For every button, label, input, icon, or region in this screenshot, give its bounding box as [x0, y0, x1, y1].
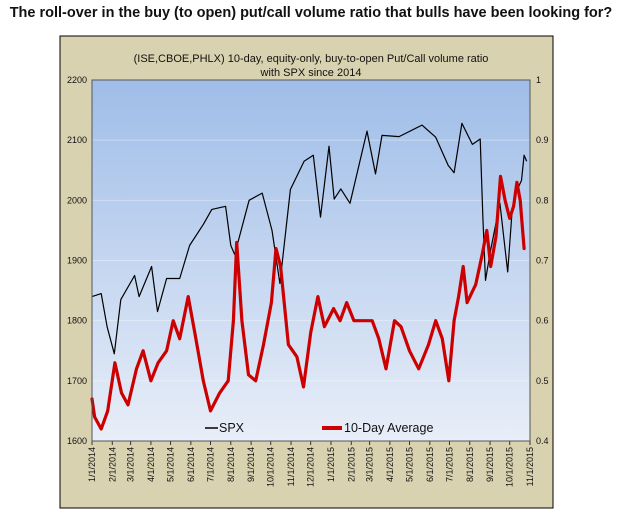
x-axis-tick-label: 7/1/2014 — [206, 447, 216, 482]
x-axis-tick-label: 10/1/2014 — [266, 447, 276, 487]
left-axis-tick-label: 1600 — [67, 436, 87, 446]
left-axis-tick-label: 2000 — [67, 195, 87, 205]
x-axis-tick-label: 10/1/2015 — [505, 447, 515, 487]
x-axis-ticks: 1/1/2014 2/1/2014 3/1/2014 4/1/2014 5/1/2014… — [87, 441, 535, 487]
ratio-series-line — [90, 174, 526, 431]
right-axis-tick-label: 0.6 — [536, 316, 549, 326]
x-axis-tick-label: 1/1/2014 — [87, 447, 97, 482]
x-axis-tick-label: 11/1/2015 — [525, 447, 535, 486]
x-axis-tick-label: 11/1/2014 — [286, 447, 296, 486]
chart-title: (ISE,CBOE,PHLX) 10-day, equity-only, buy… — [134, 53, 489, 65]
right-axis-tick-label: 0.8 — [536, 195, 549, 205]
page-headline: The roll-over in the buy (to open) put/c… — [9, 5, 613, 21]
chart-subtitle: with SPX since 2014 — [260, 67, 362, 79]
x-axis-tick-label: 8/1/2015 — [465, 447, 475, 482]
legend-spx-label: SPX — [219, 421, 245, 435]
left-axis-tick-label: 1700 — [67, 376, 87, 386]
series-layer — [90, 79, 531, 442]
x-axis-tick-label: 2/1/2014 — [107, 447, 117, 482]
x-axis-tick-label: 7/1/2015 — [444, 447, 454, 482]
left-axis-tick-label: 1800 — [67, 316, 87, 326]
x-axis-tick-label: 4/1/2015 — [385, 447, 395, 482]
right-axis-tick-label: 0.5 — [536, 376, 549, 386]
x-axis-tick-label: 6/1/2014 — [186, 447, 196, 482]
plot-border — [91, 79, 531, 442]
right-axis-ticks: 0.4 0.5 0.6 0.7 0.8 0.9 1 — [536, 75, 549, 446]
right-axis-tick-label: 0.9 — [536, 135, 549, 145]
x-axis-tick-label: 9/1/2015 — [485, 447, 495, 482]
x-axis-tick-label: 4/1/2014 — [146, 447, 156, 482]
right-axis-tick-label: 0.7 — [536, 256, 549, 266]
legend: SPX 10-Day Average — [205, 421, 433, 435]
x-axis-tick-label: 2/1/2015 — [346, 447, 356, 482]
x-axis-tick-label: 3/1/2015 — [365, 447, 375, 482]
left-axis-tick-label: 1900 — [67, 256, 87, 266]
x-axis-tick-label: 5/1/2015 — [405, 447, 415, 482]
left-axis-ticks: 1600 1700 1800 1900 2000 2100 2200 — [67, 75, 87, 446]
x-axis-tick-label: 3/1/2014 — [126, 447, 136, 482]
right-axis-tick-label: 1 — [536, 75, 541, 85]
left-axis-tick-label: 2200 — [67, 75, 87, 85]
x-axis-tick-label: 12/1/2014 — [306, 447, 316, 487]
x-axis-tick-label: 5/1/2014 — [166, 447, 176, 482]
left-axis-tick-label: 2100 — [67, 135, 87, 145]
spx-series-line — [91, 122, 528, 355]
plot-area — [92, 80, 530, 441]
x-axis-tick-label: 9/1/2014 — [246, 447, 256, 482]
x-axis-tick-label: 8/1/2014 — [226, 447, 236, 482]
x-axis-tick-label: 6/1/2015 — [425, 447, 435, 482]
right-axis-tick-label: 0.4 — [536, 436, 549, 446]
legend-ratio-label: 10-Day Average — [344, 421, 433, 435]
x-axis-tick-label: 1/1/2015 — [326, 447, 336, 482]
